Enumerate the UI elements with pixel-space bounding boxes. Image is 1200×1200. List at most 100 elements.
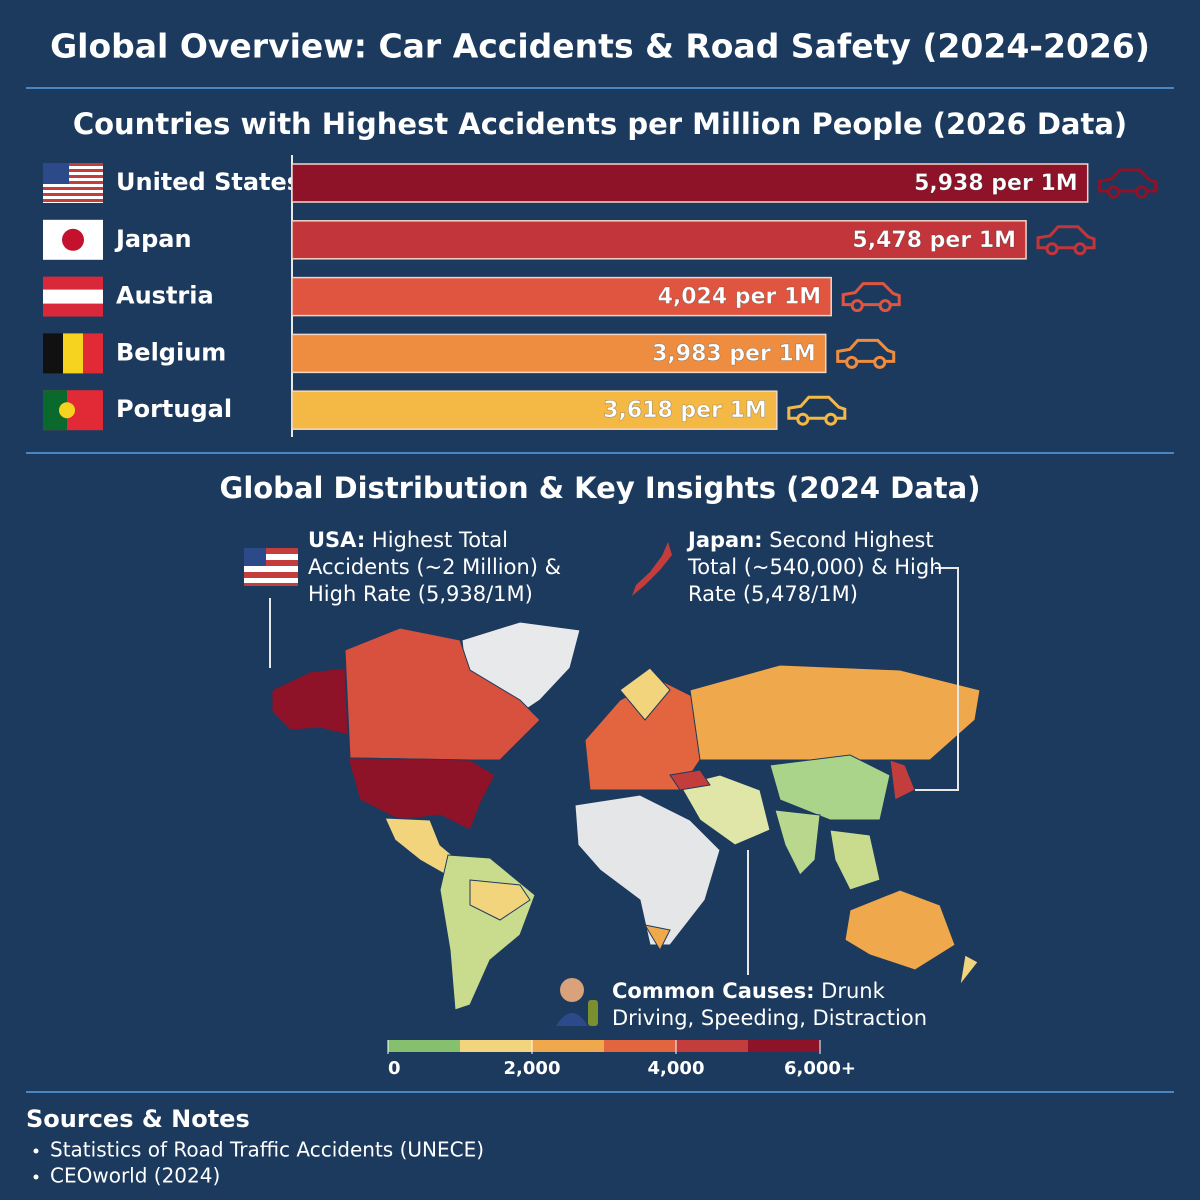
bullet — [33, 1174, 39, 1180]
flag — [43, 187, 103, 190]
car-icon — [873, 355, 887, 369]
turkey — [669, 769, 711, 791]
annotation-text: Total (~540,000) & High — [687, 555, 943, 579]
car-icon — [787, 395, 847, 420]
new-zealand — [959, 954, 979, 986]
china — [769, 754, 891, 821]
map-title: Global Distribution & Key Insights (2024… — [220, 471, 981, 505]
annotation-label: Common Causes: — [612, 979, 814, 1003]
source-item: Statistics of Road Traffic Accidents (UN… — [50, 1138, 484, 1162]
value-label: 3,618 per 1M — [603, 398, 767, 423]
car-icon — [1098, 168, 1158, 193]
value-label: 3,983 per 1M — [652, 341, 816, 366]
category-label: United States — [116, 168, 301, 196]
source-item: CEOworld (2024) — [50, 1164, 220, 1188]
car-icon — [1036, 225, 1096, 256]
legend-swatch — [388, 1040, 460, 1052]
usa-flag-icon — [244, 548, 298, 586]
flag — [43, 163, 103, 166]
car-icon — [1036, 225, 1096, 250]
australia — [844, 889, 956, 971]
annotation-text: Highest Total — [372, 528, 508, 552]
car-icon — [796, 412, 810, 426]
car-icon — [841, 282, 901, 313]
car-icon — [1107, 185, 1121, 199]
flag — [43, 163, 69, 184]
bar — [291, 276, 832, 317]
legend-swatch — [604, 1040, 676, 1052]
annotation-text: Accidents (~2 Million) & — [308, 555, 561, 579]
legend-swatch — [676, 1040, 748, 1052]
flag — [43, 289, 103, 304]
annotation: Rate (5,478/1M) — [688, 582, 858, 606]
usa — [347, 757, 496, 831]
annotation: Total (~540,000) & High — [687, 555, 943, 579]
japan-icon — [632, 542, 672, 596]
car-icon — [878, 299, 892, 313]
bar — [291, 390, 778, 430]
category-label: Portugal — [116, 395, 232, 423]
car-icon — [1045, 242, 1059, 256]
car-icon — [845, 355, 859, 369]
legend-swatch — [532, 1040, 604, 1052]
legend-tick-label: 6,000+ — [784, 1058, 856, 1079]
annotation: Common Causes: Drunk — [612, 979, 886, 1003]
flag — [43, 193, 103, 196]
flag — [43, 199, 103, 202]
flag — [62, 228, 84, 251]
category-label: Belgium — [116, 338, 226, 366]
annotation-text: Rate (5,478/1M) — [688, 582, 858, 606]
annotation: Japan: Second Highest — [686, 528, 934, 552]
bar — [291, 220, 1027, 260]
chart-title: Countries with Highest Accidents per Mil… — [73, 107, 1127, 141]
car-icon — [824, 412, 838, 426]
car-icon — [787, 395, 847, 426]
annotation-text: Second Highest — [769, 528, 933, 552]
car-icon — [836, 338, 896, 369]
legend-tick-label: 0 — [388, 1058, 401, 1079]
russia — [689, 664, 981, 761]
annotation-text: High Rate (5,938/1M) — [308, 582, 533, 606]
sources-title: Sources & Notes — [26, 1105, 250, 1133]
brazil — [469, 879, 531, 921]
legend-tick-label: 4,000 — [648, 1058, 705, 1079]
annotation-text: Drunk — [821, 979, 885, 1003]
legend-tick-label: 2,000 — [504, 1058, 561, 1079]
bar — [291, 163, 1089, 203]
legend-swatch — [460, 1040, 532, 1052]
value-label: 5,478 per 1M — [852, 228, 1016, 253]
annotation-label: Japan: — [686, 528, 763, 552]
flag — [83, 333, 103, 374]
legend-swatch — [748, 1040, 820, 1052]
india — [774, 809, 821, 876]
car-icon — [841, 282, 901, 307]
scandinavia — [619, 667, 671, 721]
africa — [574, 794, 721, 946]
middle-east — [679, 774, 771, 846]
car-icon — [1073, 242, 1087, 256]
leader-line — [915, 567, 959, 791]
category-label: Austria — [116, 282, 214, 310]
bullet — [33, 1148, 39, 1154]
world-map — [271, 621, 981, 1011]
bar — [291, 333, 827, 374]
driver-icon — [556, 978, 598, 1026]
value-label: 4,024 per 1M — [658, 285, 822, 310]
flag — [43, 181, 103, 184]
annotation: Driving, Speeding, Distraction — [612, 1006, 927, 1030]
annotation: High Rate (5,938/1M) — [308, 582, 533, 606]
annotation-label: USA: — [308, 528, 365, 552]
flag — [43, 333, 63, 374]
page-title: Global Overview: Car Accidents & Road Sa… — [50, 27, 1150, 66]
car-icon — [1135, 185, 1149, 199]
car-icon — [1098, 168, 1158, 199]
flag — [59, 402, 75, 419]
alaska — [271, 667, 349, 736]
annotation: Accidents (~2 Million) & — [308, 555, 561, 579]
car-icon — [850, 299, 864, 313]
flag — [43, 169, 103, 172]
annotation: USA: Highest Total — [308, 528, 508, 552]
southeast-asia — [829, 829, 881, 891]
car-icon — [836, 338, 896, 363]
